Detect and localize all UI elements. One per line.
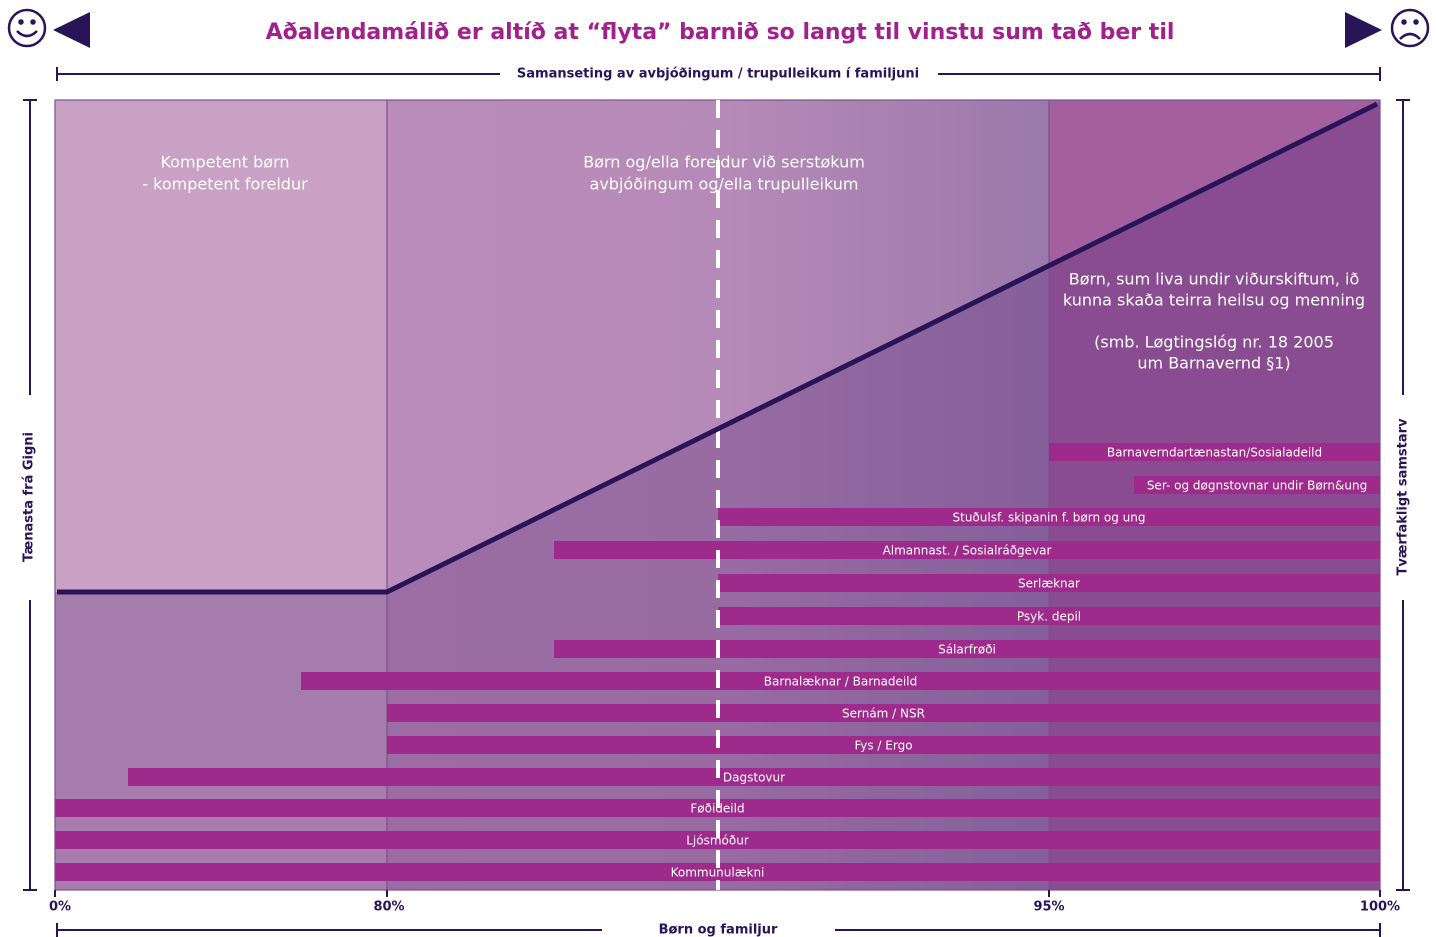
right-axis-label: Tværfakligt samstarv bbox=[1396, 418, 1411, 576]
top-bracket bbox=[56, 67, 1381, 81]
service-bar bbox=[718, 607, 1380, 625]
trend-line bbox=[57, 101, 1379, 595]
happy-face bbox=[7, 8, 47, 48]
service-label: Barnaverndartænastan/Sosialadeild bbox=[1107, 446, 1322, 460]
region-text: Kompetent børn bbox=[160, 153, 289, 172]
region-text: Børn, sum liva undir viðurskiftum, ið bbox=[1069, 270, 1360, 289]
bottom-ticks bbox=[54, 890, 1381, 937]
service-label: Dagstovur bbox=[723, 771, 785, 785]
service-bar bbox=[55, 863, 1380, 881]
bottom-tick-label: 95% bbox=[1033, 900, 1064, 915]
service-label: Almannast. / Sosialráðgevar bbox=[883, 544, 1052, 558]
service-bar bbox=[55, 831, 1380, 849]
region-text: - kompetent foreldur bbox=[142, 175, 308, 194]
service-label: Stuðulsf. skipanin f. børn og ung bbox=[953, 511, 1146, 525]
side-brackets bbox=[23, 99, 1410, 891]
service-bar bbox=[387, 736, 1380, 754]
service-label: Barnalæknar / Barnadeild bbox=[764, 675, 917, 689]
region-text: kunna skaða teirra heilsu og menning bbox=[1063, 291, 1365, 310]
service-label: Ljósmóður bbox=[686, 834, 749, 848]
service-bar bbox=[128, 768, 1380, 786]
service-label: Føðideild bbox=[690, 802, 744, 816]
bottom-tick-label: 80% bbox=[373, 900, 404, 915]
service-bar bbox=[554, 640, 1380, 658]
right-arrow bbox=[1345, 12, 1382, 48]
service-bar bbox=[554, 541, 1380, 559]
service-bar bbox=[387, 704, 1380, 722]
region-text: um Barnavernd §1) bbox=[1137, 354, 1290, 373]
service-bar bbox=[1134, 476, 1380, 494]
left-axis-label: Tænasta frá Gigni bbox=[22, 432, 37, 562]
left-arrow bbox=[53, 12, 90, 48]
bottom-tick-label: 100% bbox=[1360, 900, 1400, 915]
service-label: Serlæknar bbox=[1018, 577, 1080, 591]
bottom-axis-label: Børn og familjur bbox=[659, 923, 778, 937]
region-text: Børn og/ella foreldur við serstøkum bbox=[583, 153, 865, 172]
service-bar bbox=[301, 672, 1380, 690]
region-text: avbjóðingum og/ella trupulleikum bbox=[590, 175, 859, 194]
region bbox=[55, 100, 387, 890]
title: Aðalendamálið er altíð at “flyta” barnið… bbox=[266, 20, 1175, 45]
service-label: Ser- og døgnstovnar undir Børn&ung bbox=[1147, 479, 1367, 493]
service-bar bbox=[1049, 443, 1380, 461]
service-label: Psyk. depil bbox=[1017, 610, 1081, 624]
top-axis-label: Samanseting av avbjóðingum / trupulleiku… bbox=[517, 67, 919, 82]
service-bar bbox=[718, 508, 1380, 526]
region bbox=[1049, 100, 1380, 890]
service-label: Sálarfrøði bbox=[938, 643, 996, 657]
bottom-tick-label: 0% bbox=[49, 900, 71, 915]
region-text: (smb. Løgtingslóg nr. 18 2005 bbox=[1094, 333, 1334, 352]
service-label: Sernám / NSR bbox=[842, 707, 925, 721]
service-bar bbox=[718, 574, 1380, 592]
service-label: Fys / Ergo bbox=[854, 739, 912, 753]
service-label: Kommunulækni bbox=[671, 866, 765, 880]
sad-face bbox=[1390, 8, 1430, 48]
